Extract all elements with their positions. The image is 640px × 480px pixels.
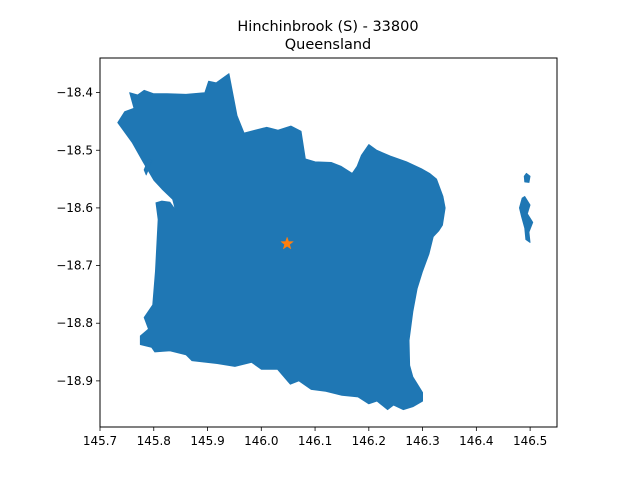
x-tick-label: 146.2	[352, 434, 386, 448]
chart-subtitle: Queensland	[285, 37, 372, 53]
x-tick-label: 145.9	[190, 434, 224, 448]
x-tick-label: 146.3	[405, 434, 439, 448]
x-tick-label: 146.4	[459, 434, 493, 448]
y-tick-label: −18.7	[56, 259, 93, 273]
x-tick-label: 146.0	[244, 434, 278, 448]
x-tick-label: 145.7	[83, 434, 117, 448]
y-tick-label: −18.9	[56, 374, 93, 388]
centroid-star-marker	[280, 236, 295, 250]
y-tick-label: −18.4	[56, 86, 93, 100]
y-axis: −18.4 −18.5 −18.6 −18.7 −18.8 −18.9	[56, 86, 100, 388]
x-tick-label: 146.5	[513, 434, 547, 448]
map-plot-area	[117, 73, 534, 411]
chart-title: Hinchinbrook (S) - 33800	[237, 19, 418, 35]
x-tick-label: 145.8	[137, 434, 171, 448]
region-outer-island	[519, 195, 534, 243]
y-tick-label: −18.8	[56, 316, 93, 330]
y-tick-label: −18.5	[56, 143, 93, 157]
region-north-west-strip	[143, 158, 153, 176]
x-tick-label: 146.1	[298, 434, 332, 448]
x-axis: 145.7 145.8 145.9 146.0 146.1 146.2 146.3 146.4…	[83, 427, 547, 448]
axes-frame	[99, 57, 558, 428]
y-tick-label: −18.6	[56, 201, 93, 215]
region-outer-islet	[523, 172, 531, 183]
